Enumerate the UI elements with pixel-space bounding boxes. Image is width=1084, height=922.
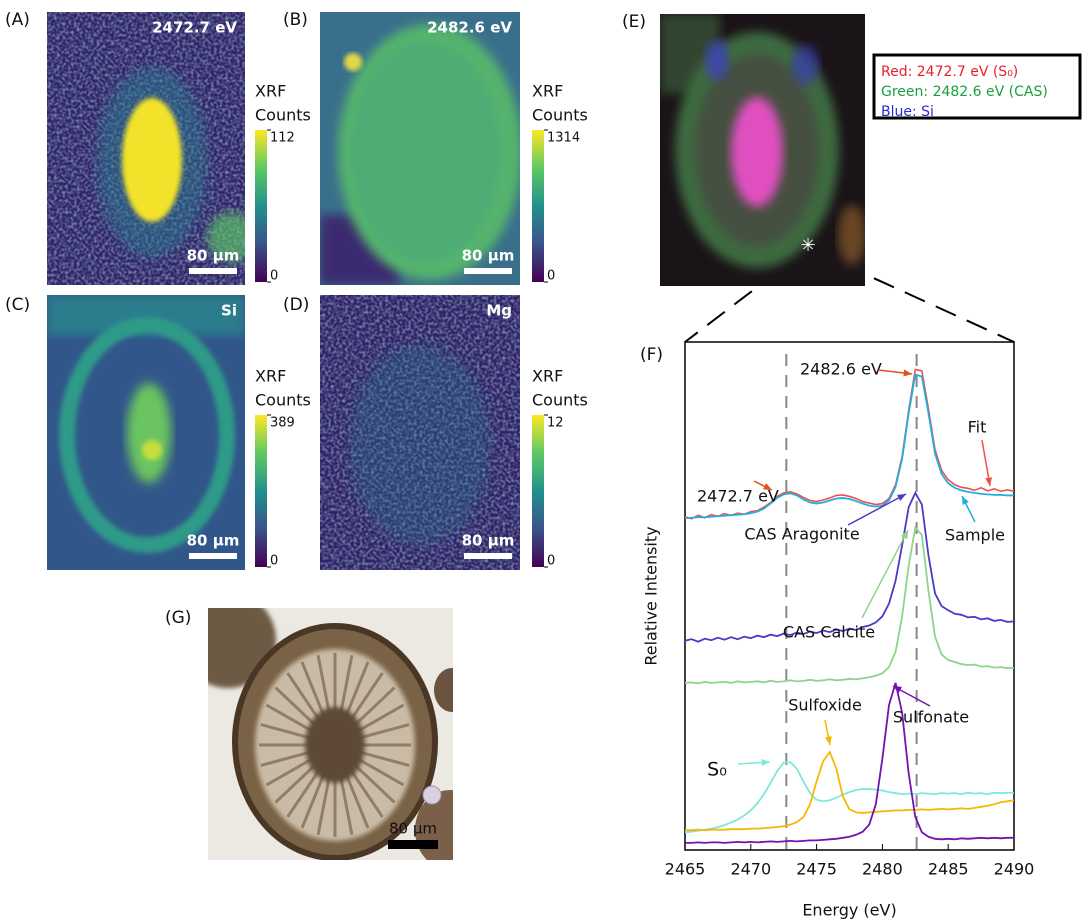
scale-bar bbox=[464, 268, 512, 274]
series-label: Sulfoxide bbox=[788, 696, 862, 715]
colorbar-tick-label: 12 bbox=[547, 416, 564, 431]
map-halo bbox=[350, 345, 490, 545]
xrf-map bbox=[320, 12, 522, 285]
map-blob bbox=[838, 205, 866, 265]
annotation-arrowhead bbox=[903, 370, 912, 377]
xrf-map bbox=[320, 295, 520, 570]
legend-item: Green: 2482.6 eV (CAS) bbox=[881, 84, 1048, 100]
map-title: Si bbox=[221, 302, 237, 320]
panel-label: (G) bbox=[165, 608, 191, 628]
page: {"panels":[ {"label":"(A)","title":"2472… bbox=[0, 0, 1084, 922]
scale-bar bbox=[189, 268, 237, 274]
colorbar bbox=[532, 415, 544, 567]
y-axis-label: Relative Intensity bbox=[642, 526, 661, 665]
annotation-arrowhead bbox=[762, 759, 770, 766]
scale-bar-label: 80 µm bbox=[462, 247, 515, 265]
colorbar-tick-label: 0 bbox=[547, 554, 555, 569]
bubble bbox=[423, 786, 441, 804]
annotation-arrowhead bbox=[825, 736, 832, 745]
series-label: S₀ bbox=[707, 759, 727, 781]
scale-bar bbox=[388, 840, 438, 849]
colorbar-label: XRF bbox=[532, 367, 563, 386]
xrf-map bbox=[47, 295, 245, 570]
colorbar-label: XRF bbox=[255, 367, 286, 386]
series-label: Sample bbox=[945, 526, 1005, 545]
scale-bar-label: 80 µm bbox=[462, 532, 515, 550]
colorbar-tick-label: 112 bbox=[270, 131, 295, 146]
series-label: Fit bbox=[968, 418, 987, 437]
panel-label: (D) bbox=[283, 295, 309, 315]
rgb-map bbox=[660, 14, 866, 286]
colorbar-label: Counts bbox=[532, 391, 588, 410]
series-label: Sulfonate bbox=[893, 708, 969, 727]
scale-bar bbox=[189, 553, 237, 559]
map-blob bbox=[791, 45, 819, 85]
panel-label: (F) bbox=[640, 345, 663, 365]
series-label: CAS Aragonite bbox=[744, 525, 859, 544]
colorbar-label: Counts bbox=[255, 106, 311, 125]
series-label: CAS Calcite bbox=[783, 623, 875, 642]
panel-label: (E) bbox=[622, 12, 646, 32]
x-tick-label: 2470 bbox=[730, 860, 771, 879]
map-title: 2472.7 eV bbox=[152, 19, 237, 37]
grain bbox=[434, 668, 470, 712]
map-blob bbox=[731, 97, 783, 207]
scale-bar-label: 80 µm bbox=[187, 532, 240, 550]
map-blob bbox=[350, 42, 500, 262]
x-tick-label: 2490 bbox=[994, 860, 1035, 879]
spectrum-line bbox=[685, 752, 1014, 830]
x-tick-label: 2485 bbox=[928, 860, 969, 879]
x-tick-label: 2465 bbox=[665, 860, 706, 879]
legend-item: Red: 2472.7 eV (S₀) bbox=[881, 64, 1018, 80]
panel-label: (A) bbox=[5, 10, 30, 30]
x-tick-label: 2480 bbox=[862, 860, 903, 879]
peak-label: 2482.6 eV bbox=[800, 360, 882, 379]
figure: (A) 2472.7 eV 80 µm XRF Counts 0 112 (B) 2482.6 … bbox=[0, 0, 1084, 922]
colorbar-tick-label: 0 bbox=[270, 554, 278, 569]
colorbar-tick-label: 0 bbox=[270, 269, 278, 284]
x-axis-label: Energy (eV) bbox=[802, 901, 896, 920]
map-blob bbox=[142, 440, 162, 460]
map-blob bbox=[122, 98, 182, 222]
colorbar-tick-label: 1314 bbox=[547, 131, 580, 146]
plot-frame bbox=[685, 342, 1014, 850]
map-blob bbox=[705, 40, 729, 80]
legend-item: Blue: Si bbox=[881, 104, 934, 120]
map-title: 2482.6 eV bbox=[427, 19, 512, 37]
panel-label: (C) bbox=[5, 295, 30, 315]
annotation-arrow bbox=[862, 530, 908, 618]
spectrum-line bbox=[685, 762, 1014, 832]
xrf-map bbox=[47, 12, 257, 285]
colorbar-label: XRF bbox=[532, 82, 563, 101]
colorbar-tick-label: 389 bbox=[270, 416, 295, 431]
annotation-arrowhead bbox=[985, 477, 992, 486]
micrograph bbox=[180, 592, 485, 870]
colorbar-label: Counts bbox=[532, 106, 588, 125]
colorbar-label: Counts bbox=[255, 391, 311, 410]
map-blob bbox=[127, 383, 171, 483]
colorbar bbox=[532, 130, 544, 282]
map-blob bbox=[344, 53, 362, 71]
colorbar bbox=[255, 130, 267, 282]
ooid-nucleus bbox=[305, 707, 365, 783]
asterisk: ✳ bbox=[800, 235, 815, 256]
colorbar-label: XRF bbox=[255, 82, 286, 101]
scale-bar bbox=[464, 553, 512, 559]
spectrum-line bbox=[685, 527, 1014, 683]
x-tick-label: 2475 bbox=[796, 860, 837, 879]
scale-bar-label: 80 µm bbox=[187, 247, 240, 265]
colorbar bbox=[255, 415, 267, 567]
map-title: Mg bbox=[486, 302, 512, 320]
panel-label: (B) bbox=[283, 10, 308, 30]
colorbar-tick-label: 0 bbox=[547, 269, 555, 284]
scale-bar-label: 80 µm bbox=[389, 820, 437, 838]
